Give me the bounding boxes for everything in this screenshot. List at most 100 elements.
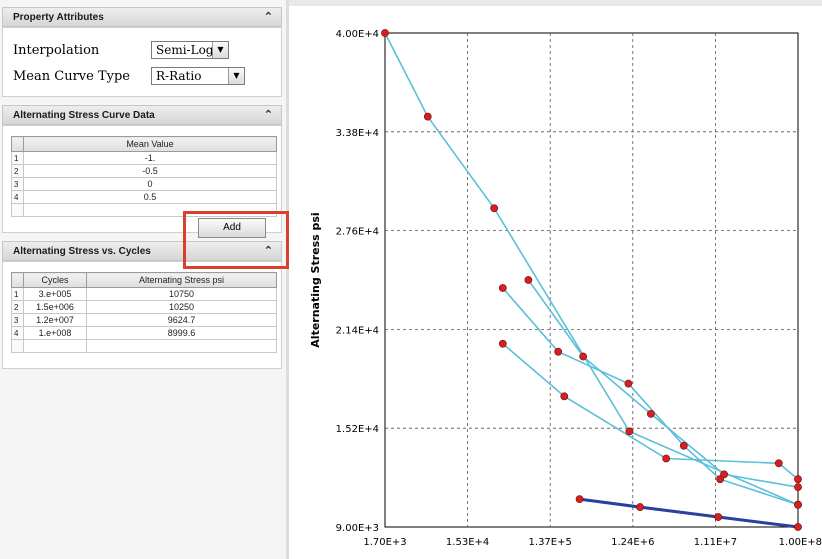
property-attributes-header[interactable]: Property Attributes ⌃ (2, 7, 282, 27)
data-point (720, 470, 728, 479)
table-row[interactable]: 1 3.e+005 10750 (11, 287, 277, 301)
series-line (579, 497, 799, 529)
triangle-down-icon[interactable]: ▼ (228, 68, 244, 84)
data-point (498, 339, 507, 348)
row-index: 2 (11, 164, 24, 178)
property-attributes-body: Interpolation Semi-Log ▼ Mean Curve Type… (2, 27, 282, 97)
x-tick-label: 1.24E+6 (611, 537, 654, 548)
data-point (679, 441, 688, 450)
table-row[interactable]: 4 0.5 (11, 190, 277, 204)
curve-data-header[interactable]: Alternating Stress Curve Data ⌃ (2, 105, 282, 125)
data-point (714, 513, 723, 521)
mean-value-cell[interactable]: -1. (23, 151, 277, 165)
data-point (794, 483, 802, 492)
triangle-down-icon[interactable]: ▼ (212, 42, 228, 58)
mean-value-cell[interactable]: 0 (23, 177, 277, 191)
sn-curve-chart: 4.00E+4 3.38E+4 2.76E+4 2.14E+4 1.52E+4 9.00E… (309, 29, 822, 548)
data-point (575, 495, 584, 504)
y-tick-label: 4.00E+4 (336, 29, 379, 40)
mean-value-header[interactable]: Mean Value (23, 136, 277, 152)
data-point (794, 475, 802, 484)
stress-cell[interactable]: 10250 (86, 300, 277, 314)
data-point (646, 409, 655, 418)
curve-data-title: Alternating Stress Curve Data (13, 110, 155, 121)
cycles-cell[interactable]: 1.2e+007 (23, 313, 87, 327)
stress-cycles-title: Alternating Stress vs. Cycles (13, 246, 151, 257)
table-row[interactable]: 2 1.5e+006 10250 (11, 300, 277, 314)
cycles-header[interactable]: Cycles (23, 272, 87, 288)
mean-value-cell[interactable]: -0.5 (23, 164, 277, 178)
double-chevron-up-icon[interactable]: ⌃ (263, 11, 273, 23)
data-point (498, 284, 507, 292)
data-point (490, 204, 499, 213)
stress-cell[interactable]: 10750 (86, 287, 277, 301)
row-index: 1 (11, 151, 24, 165)
double-chevron-up-icon[interactable]: ⌃ (263, 245, 273, 257)
data-point (625, 427, 634, 436)
row-index: 3 (11, 177, 24, 191)
y-axis-label: Alternating Stress psi (309, 212, 322, 347)
add-button[interactable]: Add (198, 218, 266, 238)
x-tick-label: 1.37E+5 (529, 537, 572, 548)
mean-curve-type-value: R-Ratio (156, 69, 202, 83)
row-index: 2 (11, 300, 24, 314)
row-index: 4 (11, 326, 24, 340)
highlight-box (183, 211, 289, 269)
row-index: 1 (11, 287, 24, 301)
data-point (774, 459, 783, 468)
double-chevron-up-icon[interactable]: ⌃ (263, 109, 273, 121)
stress-cycles-header[interactable]: Alternating Stress vs. Cycles ⌃ (2, 241, 282, 261)
data-point (560, 392, 569, 401)
data-point (579, 352, 588, 361)
table-row[interactable]: 3 1.2e+007 9624.7 (11, 313, 277, 327)
empty-cell[interactable] (86, 339, 277, 353)
interpolation-value: Semi-Log (156, 43, 214, 57)
series-group (381, 29, 802, 531)
stress-header[interactable]: Alternating Stress psi (86, 272, 277, 288)
row-index-header (11, 272, 24, 288)
x-tick-label: 1.11E+7 (694, 537, 737, 548)
table-row[interactable]: 2 -0.5 (11, 164, 277, 178)
data-point (636, 503, 644, 511)
x-tick-label: 1.70E+3 (363, 537, 406, 548)
property-attributes-title: Property Attributes (13, 12, 104, 23)
y-tick-label: 1.52E+4 (336, 424, 379, 435)
x-tick-label: 1.53E+4 (446, 537, 489, 548)
grid-lines (385, 33, 798, 527)
cycles-cell[interactable]: 1.e+008 (23, 326, 87, 340)
data-point (423, 112, 432, 121)
data-point (662, 454, 671, 463)
cycles-cell[interactable]: 3.e+005 (23, 287, 87, 301)
data-point (524, 276, 533, 284)
series-line (502, 287, 799, 506)
panel-divider[interactable] (286, 0, 289, 559)
data-point (794, 500, 802, 509)
interpolation-label: Interpolation (13, 43, 100, 58)
stress-cycles-table: Cycles Alternating Stress psi 1 3.e+005 107… (11, 272, 277, 353)
mean-value-cell[interactable]: 0.5 (23, 190, 277, 204)
stress-cell[interactable]: 8999.6 (86, 326, 277, 340)
y-tick-label: 3.38E+4 (336, 128, 379, 139)
data-point (381, 29, 389, 37)
row-index: 3 (11, 313, 24, 327)
stress-cycles-body: Cycles Alternating Stress psi 1 3.e+005 107… (2, 261, 282, 369)
x-tick-label: 1.00E+8 (779, 537, 822, 548)
row-index-empty (11, 339, 24, 353)
empty-cell[interactable] (23, 339, 87, 353)
x-tick-labels: 1.70E+3 1.53E+4 1.37E+5 1.24E+6 1.11E+7 1.00E… (363, 537, 822, 548)
table-row[interactable]: 1 -1. (11, 151, 277, 165)
cycles-cell[interactable]: 1.5e+006 (23, 300, 87, 314)
table-row[interactable]: 4 1.e+008 8999.6 (11, 326, 277, 340)
interpolation-select[interactable]: Semi-Log ▼ (151, 41, 229, 59)
stress-cell[interactable]: 9624.7 (86, 313, 277, 327)
table-row-empty[interactable] (11, 339, 277, 353)
mean-curve-type-label: Mean Curve Type (13, 69, 130, 84)
y-tick-label: 2.14E+4 (336, 325, 379, 336)
chart-top-bar (289, 0, 822, 6)
row-index-header (11, 136, 24, 152)
data-point (794, 523, 802, 531)
mean-curve-type-select[interactable]: R-Ratio ▼ (151, 67, 245, 85)
y-tick-labels: 4.00E+4 3.38E+4 2.76E+4 2.14E+4 1.52E+4 9.00E… (336, 29, 379, 534)
